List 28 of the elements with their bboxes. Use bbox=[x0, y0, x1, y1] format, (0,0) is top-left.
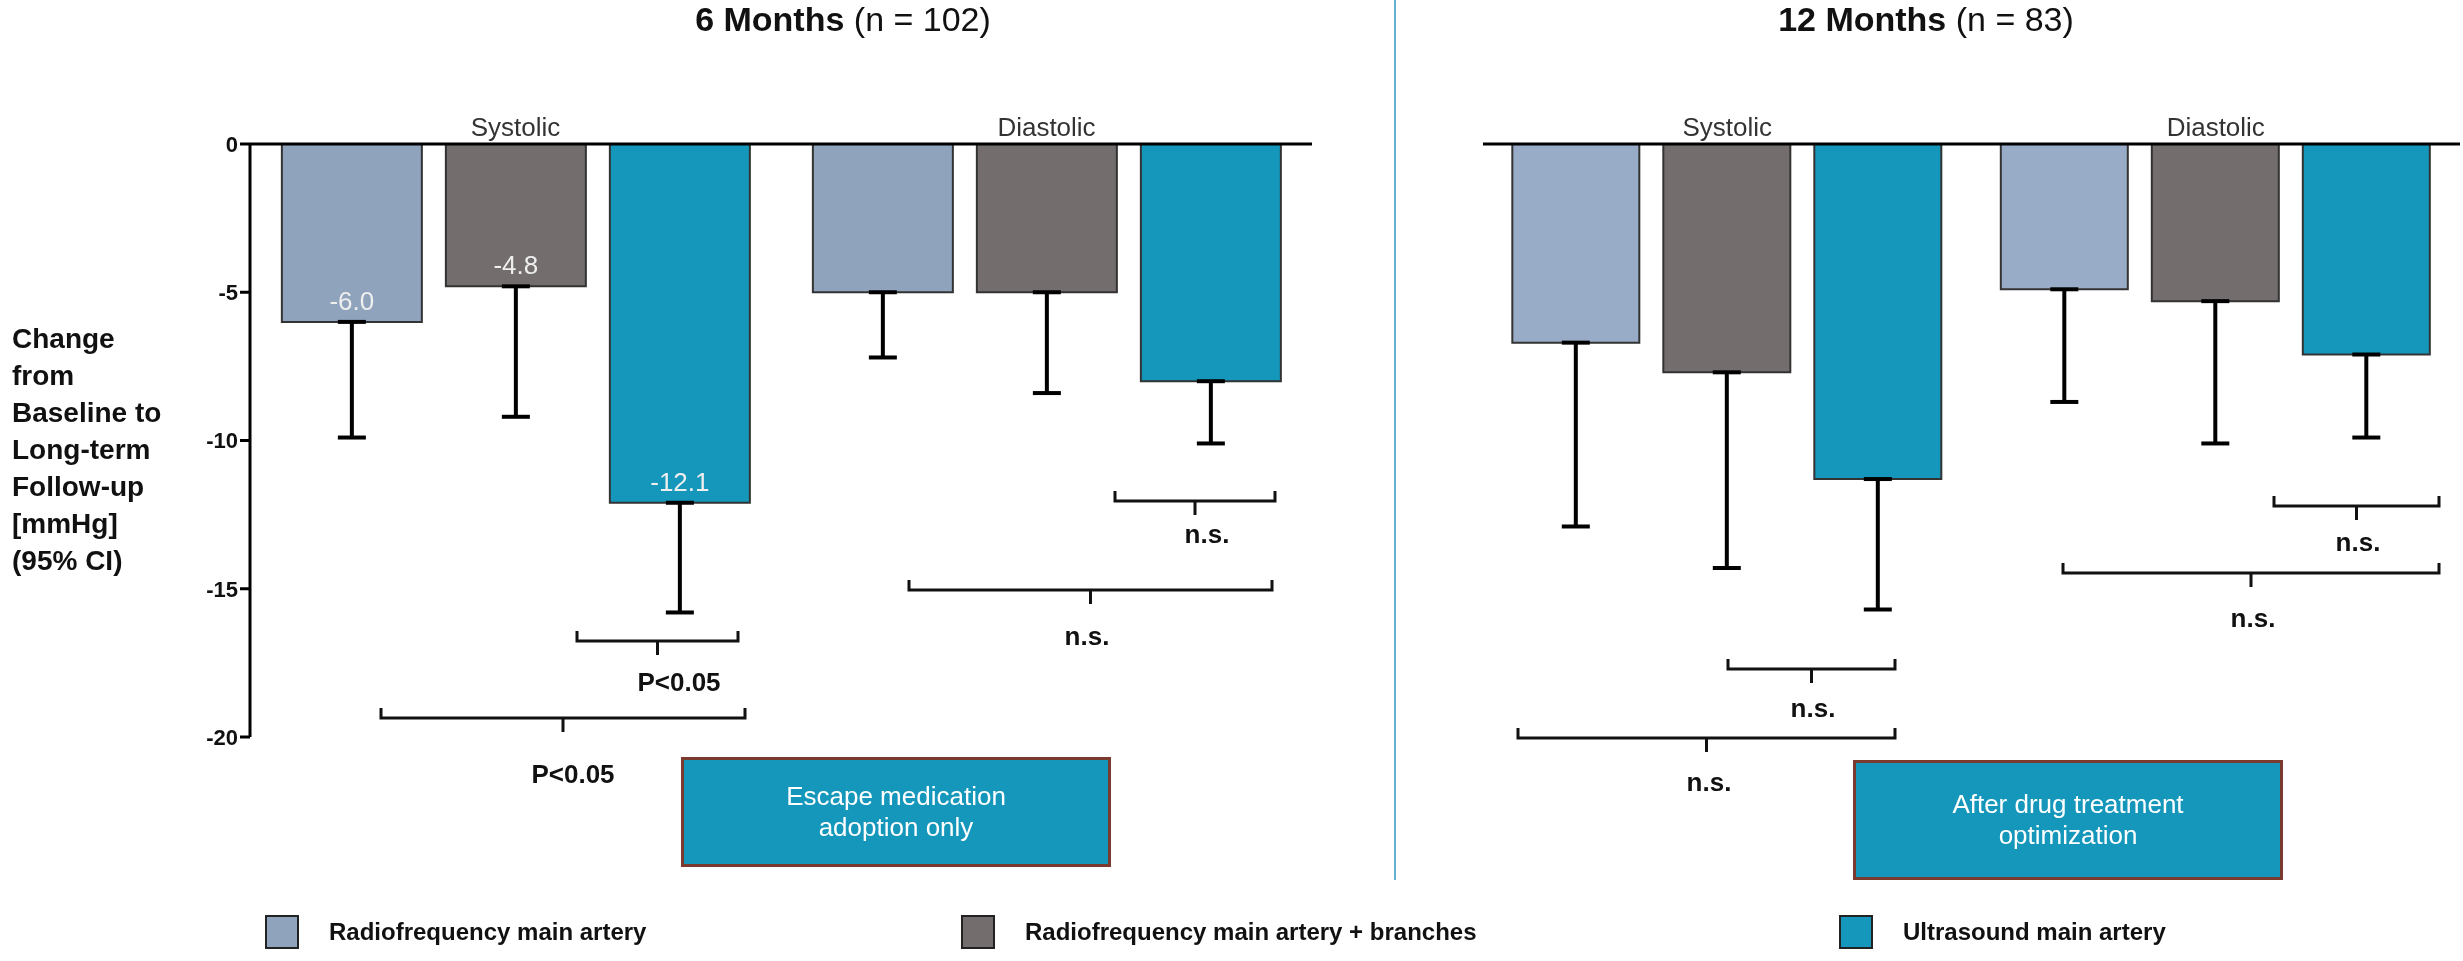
annotation: n.s. bbox=[1789, 693, 1837, 724]
y-tick-label: -10 bbox=[206, 428, 238, 454]
text: n.s. bbox=[1685, 767, 1733, 798]
legend-label: Radiofrequency main artery bbox=[329, 918, 647, 946]
text: P<0.05 bbox=[530, 759, 616, 790]
annotation: n.s. bbox=[1183, 519, 1231, 550]
annotation: n.s. bbox=[2334, 527, 2382, 558]
x-tick-label: Systolic bbox=[470, 112, 561, 142]
y-axis-title: Change from Baseline to Long-term Follow-up [mmHg] (95% CI) bbox=[12, 322, 163, 578]
data-label: -12.1 bbox=[650, 466, 710, 497]
y-tick-label: -15 bbox=[206, 576, 238, 602]
annotation: n.s. bbox=[1063, 621, 1111, 652]
y-tick-label: -20 bbox=[206, 724, 238, 750]
y-tick-label: -5 bbox=[218, 280, 238, 306]
x-tick-label: Systolic bbox=[1682, 112, 1773, 142]
x-tick-label: Diastolic bbox=[2166, 112, 2265, 142]
chart-title: 6 Months (n = 102) bbox=[694, 0, 992, 39]
text: Escape medication adoption only bbox=[785, 781, 1007, 843]
legend-label: Radiofrequency main artery + branches bbox=[1025, 918, 1477, 946]
data-label: -6.0 bbox=[329, 285, 375, 316]
data-label: -4.8 bbox=[493, 250, 539, 281]
text: After drug treatment optimization bbox=[1951, 789, 2185, 851]
x-tick-label: Diastolic bbox=[997, 112, 1096, 142]
annotation: n.s. bbox=[2229, 603, 2277, 634]
legend-label: Ultrasound main artery bbox=[1903, 918, 2166, 946]
chart-title: 12 Months (n = 83) bbox=[1777, 0, 2075, 39]
annotation: P<0.05 bbox=[636, 667, 722, 698]
y-tick-label: 0 bbox=[225, 131, 238, 157]
